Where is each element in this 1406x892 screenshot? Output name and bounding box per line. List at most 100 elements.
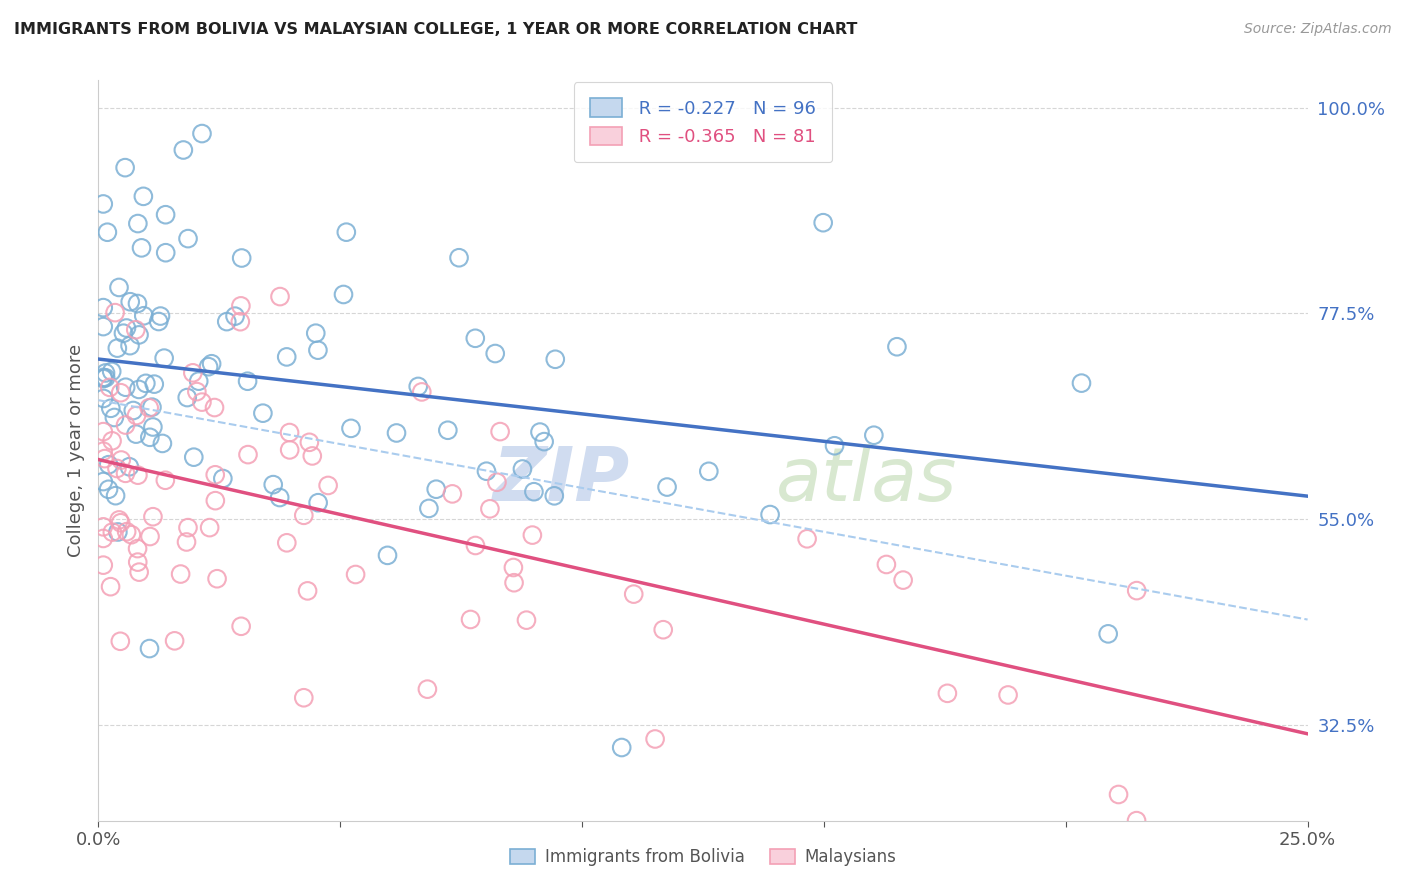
Point [97,483,120,497]
Point [522,528,544,542]
Point [118,459,141,474]
Point [148,314,170,328]
Point [107,524,129,539]
Point [110,516,132,530]
Point [229,619,252,633]
Point [231,251,253,265]
Point [132,309,155,323]
Point [385,425,408,440]
Point [139,529,162,543]
Point [176,391,198,405]
Point [127,217,149,231]
Point [262,477,284,491]
Point [229,315,252,329]
Point [110,453,132,467]
Point [441,487,464,501]
Point [125,409,148,423]
Point [94,371,117,385]
Point [503,575,526,590]
Point [128,565,150,579]
Point [529,425,551,439]
Point [120,294,142,309]
Point [215,315,238,329]
Point [697,464,720,478]
Point [406,379,429,393]
Point [236,374,259,388]
Point [211,471,233,485]
Point [93,451,115,466]
Point [533,434,555,449]
Point [91,475,114,489]
Point [276,536,298,550]
Point [1125,583,1147,598]
Point [204,493,226,508]
Point [224,309,246,323]
Point [489,425,512,439]
Text: atlas: atlas [776,444,957,516]
Point [127,555,149,569]
Point [875,558,897,572]
Point [101,434,124,448]
Point [297,583,319,598]
Point [141,400,163,414]
Point [118,339,141,353]
Point [91,319,114,334]
Point [128,383,150,397]
Point [125,323,148,337]
Point [425,482,447,496]
Point [936,686,959,700]
Point [155,473,177,487]
Point [891,573,914,587]
Point [377,549,399,563]
Point [172,143,194,157]
Point [269,289,291,303]
Point [344,567,367,582]
Point [104,489,127,503]
Point [201,357,224,371]
Point [269,491,291,505]
Point [610,740,633,755]
Text: Source: ZipAtlas.com: Source: ZipAtlas.com [1244,22,1392,37]
Point [824,439,846,453]
Point [191,395,214,409]
Point [544,352,567,367]
Point [186,384,208,399]
Point [1097,627,1119,641]
Point [135,376,157,391]
Text: IMMIGRANTS FROM BOLIVIA VS MALAYSIAN COLLEGE, 1 YEAR OR MORE CORRELATION CHART: IMMIGRANTS FROM BOLIVIA VS MALAYSIAN COL… [14,22,858,37]
Point [236,448,259,462]
Point [176,535,198,549]
Point [543,489,565,503]
Point [108,513,131,527]
Point [110,634,132,648]
Point [863,428,886,442]
Point [655,480,678,494]
Point [198,520,221,534]
Point [447,251,470,265]
Legend:  R = -0.227   N = 96,  R = -0.365   N = 81: R = -0.227 N = 96, R = -0.365 N = 81 [574,82,832,162]
Point [149,309,172,323]
Point [335,225,357,239]
Point [292,690,315,705]
Point [97,458,120,472]
Point [114,418,136,433]
Point [523,484,546,499]
Point [278,442,301,457]
Point [316,478,339,492]
Point [100,580,122,594]
Point [464,539,486,553]
Point [623,587,645,601]
Point [155,208,177,222]
Point [197,359,219,374]
Point [416,682,439,697]
Point [115,321,138,335]
Point [652,623,675,637]
Point [120,527,142,541]
Point [112,326,135,341]
Point [155,245,177,260]
Point [132,189,155,203]
Point [205,572,228,586]
Point [94,366,117,380]
Point [104,305,127,319]
Point [91,444,114,458]
